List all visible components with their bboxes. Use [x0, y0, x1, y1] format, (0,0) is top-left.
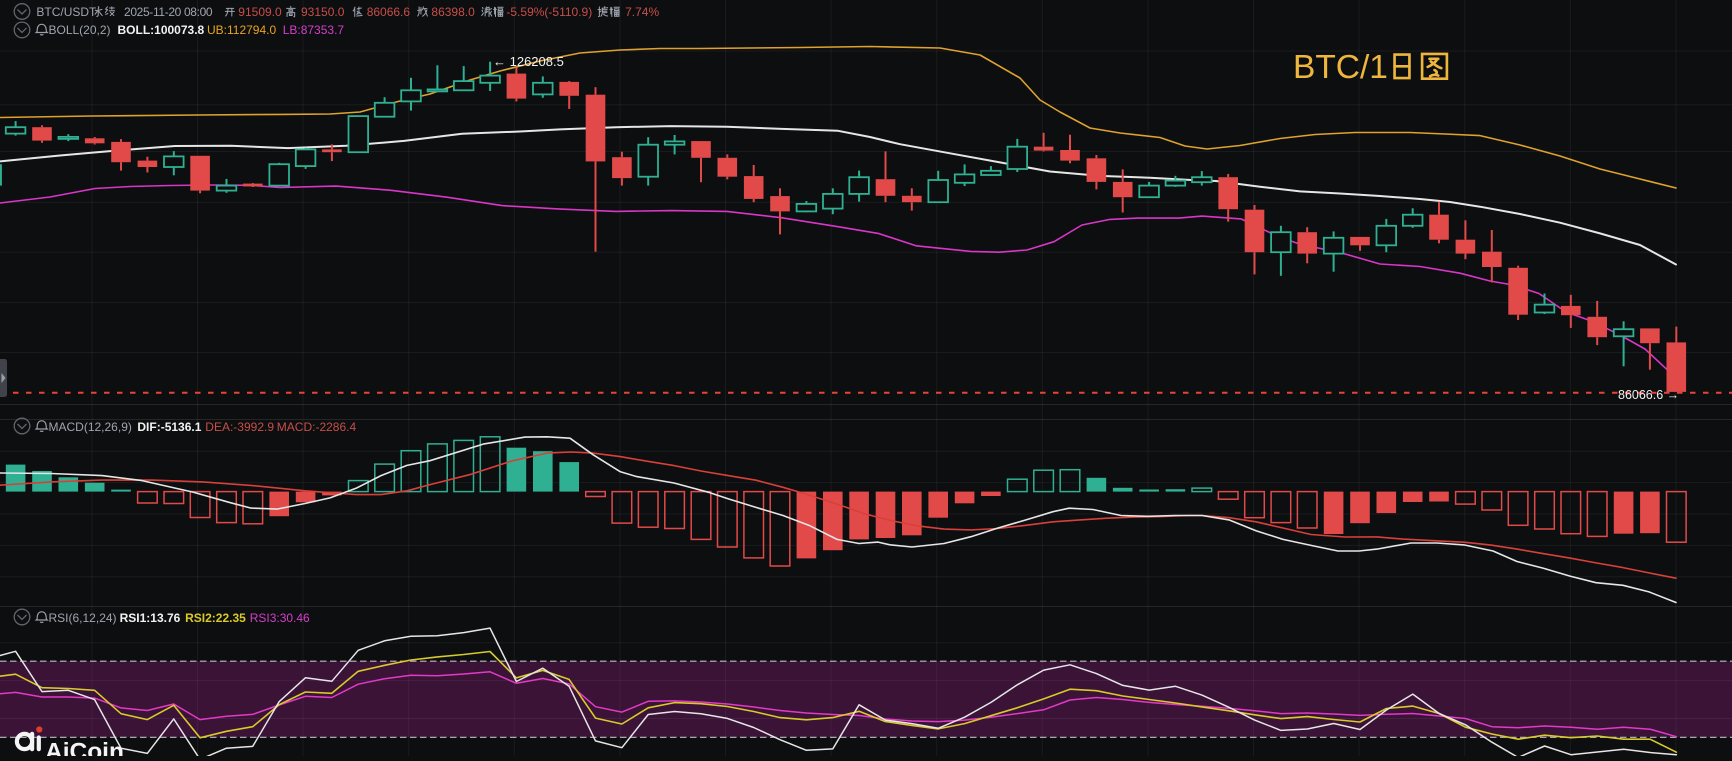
- svg-text:MACD(12,26,9): MACD(12,26,9): [49, 420, 132, 434]
- svg-text:2025-11-20 08:00: 2025-11-20 08:00: [124, 5, 213, 19]
- svg-text:AiCoin: AiCoin: [45, 739, 124, 757]
- svg-text:RSI3:30.46: RSI3:30.46: [250, 611, 310, 625]
- svg-text:LB:87353.7: LB:87353.7: [283, 23, 345, 37]
- svg-text:93150.0: 93150.0: [301, 5, 345, 19]
- svg-text:BTC/USDT: BTC/USDT: [36, 5, 97, 19]
- svg-text:BTC/1: BTC/1: [1293, 49, 1388, 86]
- svg-text:MACD:-2286.4: MACD:-2286.4: [277, 420, 357, 434]
- svg-text:86066.6 →: 86066.6 →: [1618, 388, 1679, 402]
- svg-text:RSI2:22.35: RSI2:22.35: [185, 611, 246, 625]
- svg-text:91509.0: 91509.0: [238, 5, 282, 19]
- svg-text:← 126208.5: ← 126208.5: [493, 54, 564, 69]
- svg-text:86066.6: 86066.6: [367, 5, 411, 19]
- svg-text:7.74%: 7.74%: [625, 5, 659, 19]
- svg-text:RSI(6,12,24): RSI(6,12,24): [49, 611, 117, 625]
- svg-text:86398.0: 86398.0: [431, 5, 475, 19]
- svg-text:DIF:-5136.1: DIF:-5136.1: [137, 420, 201, 434]
- svg-text:UB:112794.0: UB:112794.0: [207, 23, 276, 37]
- svg-text:-5.59%(-5110.9): -5.59%(-5110.9): [506, 5, 592, 19]
- svg-text:BOLL:100073.8: BOLL:100073.8: [118, 23, 205, 37]
- svg-text:DEA:-3992.9: DEA:-3992.9: [205, 420, 274, 434]
- svg-text:RSI1:13.76: RSI1:13.76: [120, 611, 181, 625]
- svg-text:BOLL(20,2): BOLL(20,2): [49, 23, 111, 37]
